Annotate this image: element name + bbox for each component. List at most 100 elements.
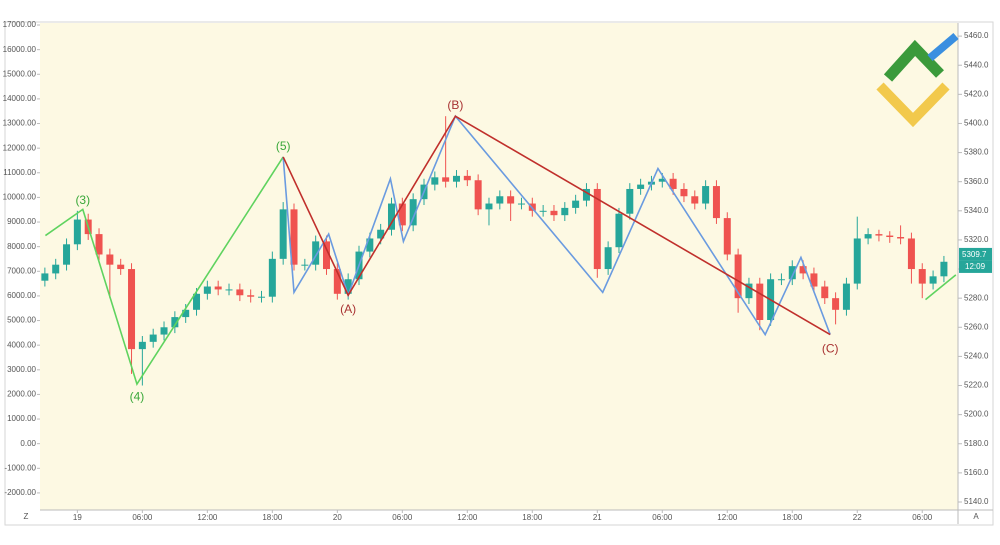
wave-label: (3) xyxy=(75,193,90,207)
candle-body xyxy=(832,298,840,310)
y-tick-label: 7000.00 xyxy=(7,266,36,275)
y2-tick-label: 5160.0 xyxy=(964,468,989,477)
candle-body xyxy=(561,207,569,216)
candle-body xyxy=(918,269,926,284)
candle-body xyxy=(853,238,861,284)
candle-body xyxy=(485,203,493,210)
y-tick-label: 14000.00 xyxy=(3,94,37,103)
candle-body xyxy=(734,254,742,299)
wave-label: (C) xyxy=(822,341,839,355)
y2-tick-label: 5260.0 xyxy=(964,322,989,331)
countdown: 12:09 xyxy=(965,262,986,271)
candle-body xyxy=(691,196,699,204)
x-tick-label: 06:00 xyxy=(132,513,153,522)
candle-body xyxy=(745,283,753,299)
candle-body xyxy=(788,266,796,280)
x-tick-label: 19 xyxy=(73,513,82,522)
candle-body xyxy=(723,218,731,255)
y-tick-label: 8000.00 xyxy=(7,242,36,251)
y-tick-label: 9000.00 xyxy=(7,217,36,226)
wave-line xyxy=(282,115,831,336)
candle-body xyxy=(214,286,222,290)
candle-body xyxy=(193,293,201,310)
candle-body xyxy=(344,279,352,294)
x-tick-label: 12:00 xyxy=(717,513,738,522)
candle-body xyxy=(637,184,645,189)
y2-tick-label: 5340.0 xyxy=(964,206,989,215)
candle-body xyxy=(452,175,460,182)
y2-tick-label: 5420.0 xyxy=(964,89,989,98)
candle-body xyxy=(712,186,720,219)
candle-body xyxy=(756,283,764,321)
candle-body xyxy=(138,341,146,350)
x-tick-label: 06:00 xyxy=(652,513,673,522)
y2-tick-label: 5200.0 xyxy=(964,410,989,419)
y2-tick-label: 5240.0 xyxy=(964,352,989,361)
y-tick-label: 11000.00 xyxy=(3,168,36,177)
wave-label: (A) xyxy=(340,302,356,316)
last-price-box xyxy=(959,247,992,261)
candle-body xyxy=(323,241,331,270)
candle-body xyxy=(463,175,471,181)
candle-body xyxy=(95,234,103,255)
y-tick-label: -2000.00 xyxy=(4,488,36,497)
candle-body xyxy=(290,209,298,265)
candle-body xyxy=(474,180,482,210)
y-tick-label: 17000.00 xyxy=(3,20,37,29)
y2-tick-label: 5220.0 xyxy=(964,381,989,390)
y2-tick-label: 5320.0 xyxy=(964,235,989,244)
y-tick-label: 0.00 xyxy=(20,439,36,448)
y2-tick-label: 5400.0 xyxy=(964,119,989,128)
y-tick-label: 4000.00 xyxy=(7,340,36,349)
x-tick-label: 22 xyxy=(853,513,862,522)
candle-body xyxy=(875,234,883,236)
candle-body xyxy=(73,219,81,245)
candle-body xyxy=(669,178,677,189)
candle-body xyxy=(203,286,211,294)
candle-body xyxy=(247,295,255,297)
candle-body xyxy=(940,261,948,277)
right-button[interactable]: A xyxy=(973,512,979,521)
candle-body xyxy=(387,203,395,230)
x-tick-label: 18:00 xyxy=(262,513,283,522)
y-tick-label: 6000.00 xyxy=(7,291,36,300)
candle-body xyxy=(517,203,525,205)
y2-tick-label: 5360.0 xyxy=(964,177,989,186)
wave-line xyxy=(924,274,957,301)
left-button[interactable]: Z xyxy=(24,512,29,521)
candle-body xyxy=(431,177,439,185)
wave-label: (5) xyxy=(276,139,291,153)
last-price: 5309.7 xyxy=(962,250,987,259)
candle-body xyxy=(593,188,601,270)
candle-body xyxy=(550,210,558,216)
candle-body xyxy=(907,238,915,270)
candle-body xyxy=(626,188,634,214)
y2-tick-label: 5180.0 xyxy=(964,439,989,448)
y-tick-label: 2000.00 xyxy=(7,390,36,399)
logo-blue xyxy=(927,32,959,62)
y-tick-label: 16000.00 xyxy=(3,45,37,54)
x-tick-label: 20 xyxy=(333,513,342,522)
candle-body xyxy=(52,264,60,274)
candle-body xyxy=(182,309,190,318)
candle-body xyxy=(680,188,688,197)
wave-line xyxy=(44,156,284,386)
candle-body xyxy=(312,241,320,265)
candle-body xyxy=(442,177,450,182)
candle-body xyxy=(41,273,49,281)
y-tick-label: 3000.00 xyxy=(7,365,36,374)
candle-body xyxy=(236,289,244,296)
wave-line xyxy=(282,114,831,337)
logo-yellow xyxy=(876,82,950,128)
candle-body xyxy=(279,209,287,259)
wave-label: (4) xyxy=(130,389,145,403)
logo xyxy=(876,32,959,128)
x-tick-label: 06:00 xyxy=(912,513,933,522)
candle-body xyxy=(149,334,157,342)
y-tick-label: -1000.00 xyxy=(4,463,36,472)
candle-body xyxy=(377,229,385,239)
y-tick-label: 1000.00 xyxy=(7,414,36,423)
x-tick-label: 18:00 xyxy=(522,513,543,522)
